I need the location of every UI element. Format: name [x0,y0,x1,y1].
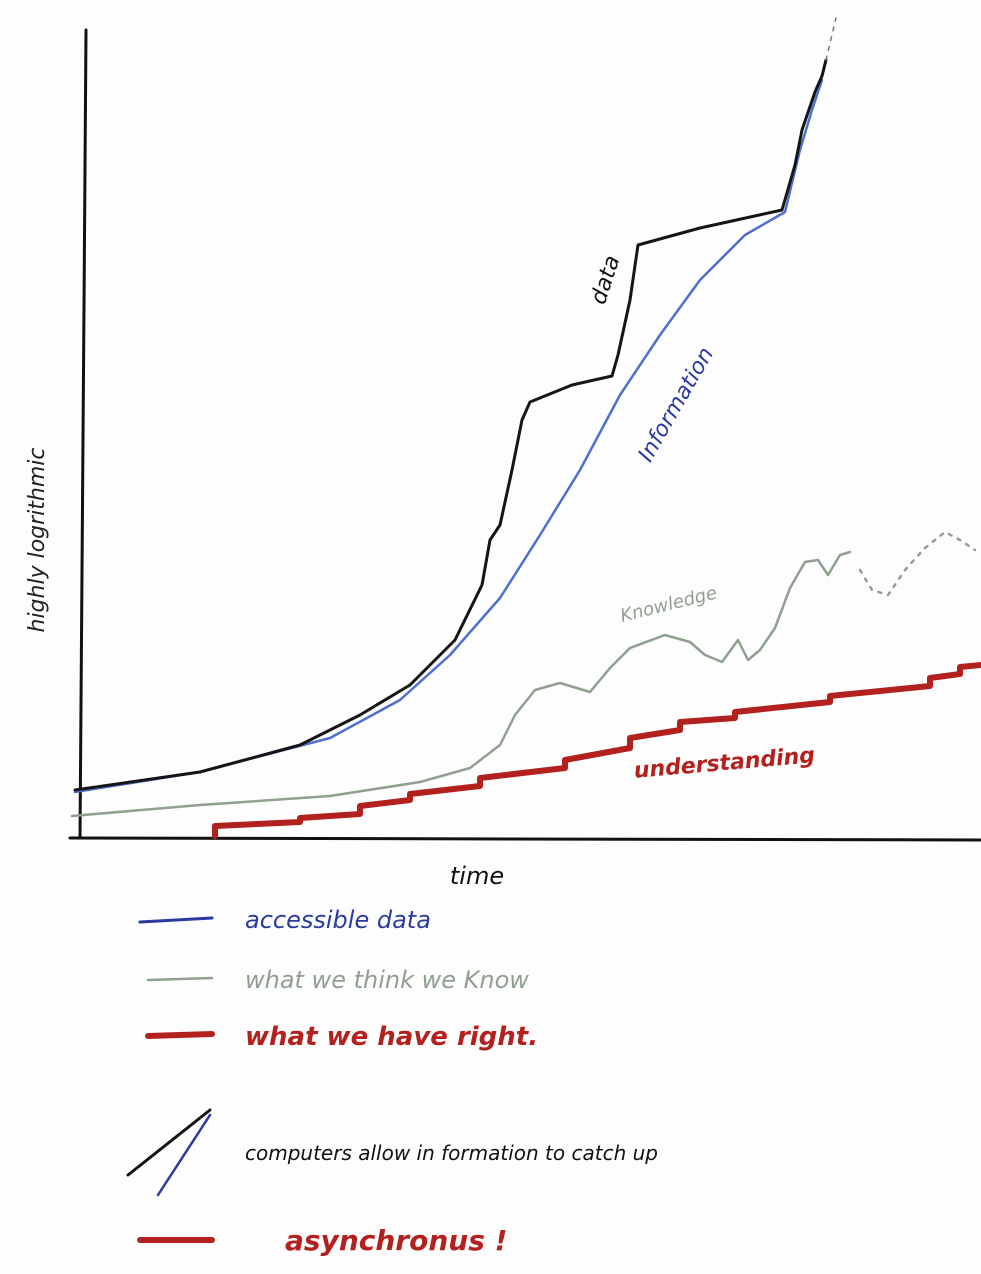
legend-label: what we think we Know [245,966,529,994]
understanding-curve [212,662,981,839]
legend-label: accessible data [245,906,431,934]
y-axis [78,28,88,840]
knowledge-curve-dotted [858,530,977,597]
x-axis-label: time [450,862,504,890]
legend-swatch [145,1031,215,1039]
knowledge-curve [70,550,852,818]
note-icon [156,1113,212,1197]
legend-swatch [146,976,214,982]
note-text: asynchronus ! [285,1224,507,1257]
information-curve [73,78,824,794]
legend-label: what we have right. [245,1022,538,1052]
legend-swatch [138,916,214,924]
x-axis [68,836,981,842]
data-curve-extension [825,17,837,61]
note-text: computers allow in formation to catch up [245,1141,658,1165]
note-icon [126,1108,212,1177]
y-axis-label: highly logrithmic [25,448,50,633]
data-curve [73,58,828,792]
